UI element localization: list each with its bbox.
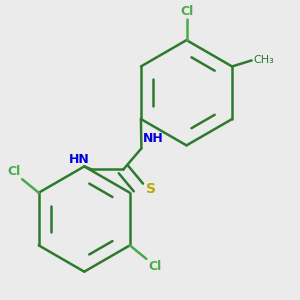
Text: NH: NH [143, 132, 164, 146]
Text: CH₃: CH₃ [253, 56, 274, 65]
Text: Cl: Cl [148, 260, 161, 273]
Text: HN: HN [69, 153, 89, 167]
Text: Cl: Cl [180, 4, 193, 18]
Text: S: S [146, 182, 156, 196]
Text: Cl: Cl [8, 165, 21, 178]
